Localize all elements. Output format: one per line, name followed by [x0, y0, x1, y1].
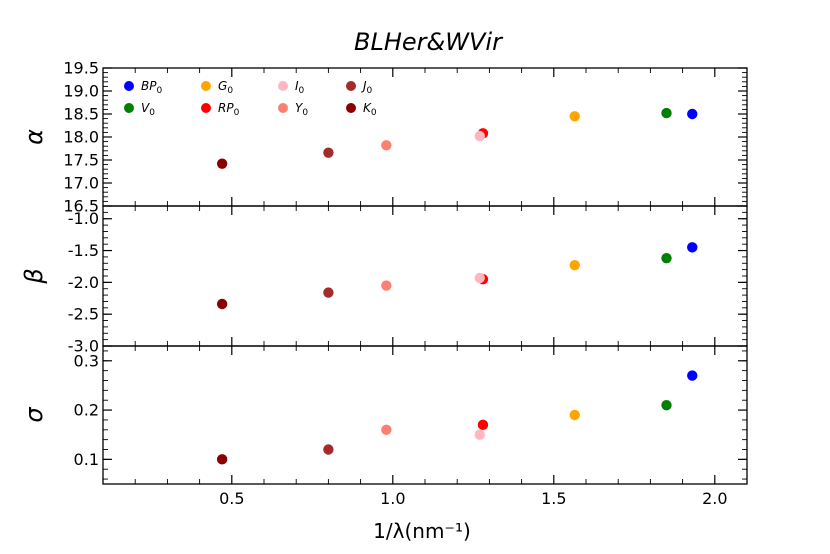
legend-label: BP0 — [141, 79, 162, 96]
point-beta-j — [323, 287, 334, 298]
legend-item-v: V0 — [124, 101, 155, 118]
legend-label-main: Y — [295, 101, 304, 115]
y-tick-label: 0.2 — [74, 401, 99, 420]
legend-item-bp: BP0 — [124, 79, 162, 96]
legend-marker — [278, 103, 288, 113]
point-beta-bp — [687, 242, 698, 253]
legend-marker — [201, 103, 211, 113]
point-sigma-k — [216, 454, 228, 465]
y-tick-label: 0.3 — [74, 351, 99, 370]
point-sigma-bp — [687, 370, 698, 381]
legend-label-sub: 0 — [371, 108, 377, 118]
x-axis-label: 1/λ(nm⁻¹) — [373, 519, 471, 543]
point-beta-k — [216, 298, 228, 310]
y-tick-label: 0.1 — [74, 450, 99, 469]
legend-label-sub: 0 — [234, 108, 240, 118]
y-tick-label: 18.5 — [63, 105, 99, 124]
legend-marker — [124, 103, 134, 113]
legend-label-main: RP — [218, 101, 234, 115]
legend-label-main: J — [361, 79, 367, 93]
legend-label-sub: 0 — [156, 86, 162, 96]
y-tick-label: -1.5 — [68, 241, 99, 260]
y-tick-label: -2.0 — [68, 273, 99, 292]
panel-frame-beta — [102, 205, 748, 347]
legend-marker — [201, 81, 211, 91]
legend-label-sub: 0 — [227, 86, 233, 96]
legend-label: V0 — [141, 101, 155, 118]
point-beta-g — [569, 259, 580, 271]
panel-frame-sigma — [102, 345, 748, 485]
point-sigma-g — [569, 409, 580, 421]
legend-item-j: J0 — [346, 79, 373, 96]
chart-title: BLHer&WVir — [354, 28, 504, 56]
legend-label: G0 — [218, 79, 233, 96]
legend-label: I0 — [295, 79, 305, 96]
x-tick-label: 1.5 — [541, 489, 566, 508]
legend-label: J0 — [361, 79, 373, 96]
legend-label-sub: 0 — [302, 108, 308, 118]
point-alpha-bp — [687, 108, 698, 120]
point-alpha-k — [216, 158, 228, 169]
point-sigma-y — [381, 424, 392, 435]
legend-label-sub: 0 — [299, 86, 305, 96]
point-alpha-v — [661, 107, 672, 119]
legend-label-main: BP — [141, 79, 157, 93]
point-alpha-j — [323, 147, 334, 158]
point-sigma-j — [323, 444, 334, 455]
y-tick-label: 16.5 — [63, 197, 99, 216]
x-tick-label: 2.0 — [702, 489, 727, 508]
legend-item-y: Y0 — [278, 101, 308, 118]
legend-label: RP0 — [218, 101, 240, 118]
chart-panels: 16.5 17.0 17.5 18.0 18.5 19.0 19.5 α -3.0 -2.5 -2.… — [20, 59, 748, 508]
y-axis-label-alpha: α — [20, 129, 48, 145]
y-tick-label: -1.0 — [68, 209, 99, 228]
point-sigma-i — [474, 429, 485, 440]
legend-label-main: V — [141, 101, 150, 115]
legend-item-i: I0 — [278, 79, 305, 96]
point-alpha-i — [474, 130, 485, 142]
legend-item-rp: RP0 — [201, 101, 240, 118]
legend-item-k: K0 — [346, 101, 377, 118]
x-tick-label: 0.5 — [219, 489, 244, 508]
legend-item-g: G0 — [201, 79, 233, 96]
legend-label-main: I — [295, 79, 299, 93]
legend-label-main: G — [218, 79, 227, 93]
y-tick-label: 17.0 — [63, 174, 99, 193]
legend-label-sub: 0 — [149, 108, 155, 118]
legend-label-sub: 0 — [367, 86, 373, 96]
point-alpha-g — [569, 111, 580, 122]
y-tick-label: 17.5 — [63, 151, 99, 170]
point-beta-i — [474, 272, 485, 284]
panel-sigma: 0.1 0.2 0.3 σ 0.5 1.0 1.5 2.0 — [20, 345, 748, 508]
y-tick-label: 19.5 — [63, 59, 99, 78]
legend-label: Y0 — [295, 101, 308, 118]
point-sigma-rp — [477, 419, 489, 431]
y-axis-label-sigma: σ — [20, 407, 48, 423]
y-tick-label: 19.0 — [63, 82, 99, 101]
y-axis-label-beta: β — [20, 268, 48, 284]
legend-marker — [278, 81, 288, 91]
panel-alpha: 16.5 17.0 17.5 18.0 18.5 19.0 19.5 α — [20, 59, 748, 216]
legend-marker — [346, 81, 356, 91]
point-beta-y — [381, 280, 392, 291]
y-tick-label: -2.5 — [68, 305, 99, 324]
legend-marker — [124, 81, 134, 91]
legend-label: K0 — [363, 101, 377, 118]
legend-marker — [346, 103, 356, 113]
x-tick-label: 1.0 — [380, 489, 405, 508]
point-sigma-v — [661, 399, 672, 411]
legend-label-main: K — [363, 101, 372, 115]
point-alpha-y — [381, 140, 392, 151]
y-tick-label: -3.0 — [68, 337, 99, 356]
point-beta-v — [661, 252, 672, 264]
panel-frame-alpha — [102, 67, 748, 207]
panel-beta: -3.0 -2.5 -2.0 -1.5 -1.0 β — [20, 205, 748, 356]
y-tick-label: 18.0 — [63, 128, 99, 147]
